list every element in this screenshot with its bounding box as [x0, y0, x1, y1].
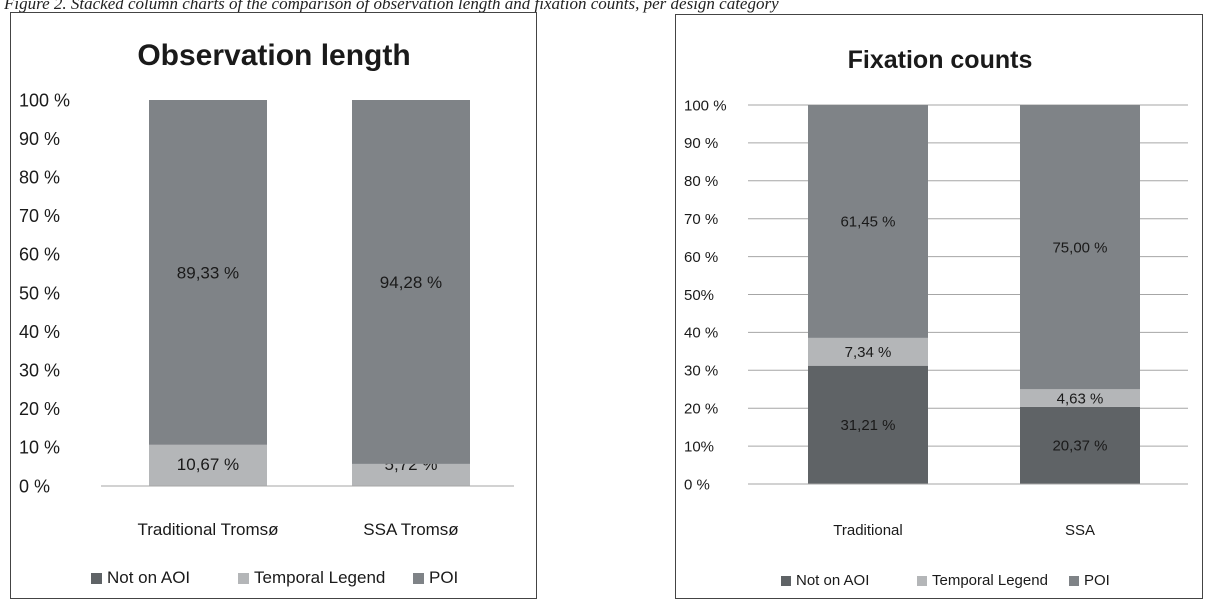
y-tick-label: 80 %	[684, 173, 718, 190]
y-tick-label: 100 %	[19, 90, 70, 110]
legend-swatch	[781, 576, 791, 586]
bar-segment	[808, 337, 928, 366]
y-tick-label: 70 %	[19, 206, 60, 226]
y-tick-label: 0 %	[19, 476, 50, 496]
data-label: 61,45 %	[840, 214, 895, 231]
y-tick-label: 40 %	[19, 322, 60, 342]
category-label: Traditional	[833, 522, 902, 539]
bar-segment	[808, 365, 928, 484]
category-label: Traditional Tromsø	[137, 520, 278, 539]
y-tick-label: 20 %	[19, 399, 60, 419]
y-tick-label: 40 %	[684, 325, 718, 342]
bar-segment	[1020, 105, 1140, 390]
category-label: SSA	[1065, 522, 1095, 539]
data-label: 7,34 %	[845, 344, 892, 361]
y-tick-label: 90 %	[19, 129, 60, 149]
legend-label: Temporal Legend	[932, 572, 1048, 589]
bar-segment	[1020, 406, 1140, 484]
bar-segment	[149, 444, 267, 486]
y-tick-label: 80 %	[19, 168, 60, 188]
data-label: 4,63 %	[1057, 390, 1104, 407]
legend-label: POI	[429, 568, 458, 587]
data-label: 31,21 %	[840, 417, 895, 434]
bar-segment	[1020, 389, 1140, 407]
chart-title: Observation length	[137, 39, 410, 72]
legend-label: Not on AOI	[796, 572, 869, 589]
fixation-counts-chart: Fixation counts 0 % 10% 20 % 30 % 40 % 50% 60 %…	[675, 14, 1203, 599]
bar-segment	[808, 105, 928, 338]
legend-label: POI	[1084, 572, 1110, 589]
y-tick-label: 60 %	[684, 249, 718, 266]
y-tick-label: 0 %	[684, 476, 710, 493]
y-tick-label: 70 %	[684, 211, 718, 228]
data-label: 20,37 %	[1052, 438, 1107, 455]
y-tick-label: 100 %	[684, 97, 727, 114]
figure-caption: Figure 2. Stacked column charts of the c…	[4, 0, 779, 13]
y-tick-label: 90 %	[684, 135, 718, 152]
y-tick-label: 10%	[684, 438, 714, 455]
legend-label: Not on AOI	[107, 568, 190, 587]
legend-swatch	[1069, 576, 1079, 586]
y-tick-label: 60 %	[19, 245, 60, 265]
y-tick-label: 10 %	[19, 438, 60, 458]
fixation-counts-svg: Fixation counts 0 % 10% 20 % 30 % 40 % 50% 60 %…	[684, 46, 1188, 589]
legend-label: Temporal Legend	[254, 568, 385, 587]
bar-segment	[149, 100, 267, 445]
y-tick-label: 20 %	[684, 400, 718, 417]
bar-segment	[352, 463, 470, 486]
observation-length-chart: Observation length 0 % 10 % 20 % 30 % 40 % 50 …	[10, 12, 537, 599]
y-tick-label: 30 %	[684, 363, 718, 380]
data-label: 89,33 %	[177, 263, 239, 282]
observation-length-svg: Observation length 0 % 10 % 20 % 30 % 40 % 50 …	[19, 39, 514, 587]
data-label: 94,28 %	[380, 273, 442, 292]
y-tick-label: 30 %	[19, 361, 60, 381]
legend-swatch	[917, 576, 927, 586]
data-label: 10,67 %	[177, 455, 239, 474]
legend-swatch	[413, 573, 424, 584]
y-tick-label: 50%	[684, 287, 714, 304]
bar-segment	[352, 100, 470, 464]
y-tick-label: 50 %	[19, 283, 60, 303]
legend-swatch	[238, 573, 249, 584]
category-label: SSA Tromsø	[363, 520, 458, 539]
chart-title: Fixation counts	[848, 46, 1033, 74]
legend-swatch	[91, 573, 102, 584]
data-label: 75,00 %	[1052, 239, 1107, 256]
